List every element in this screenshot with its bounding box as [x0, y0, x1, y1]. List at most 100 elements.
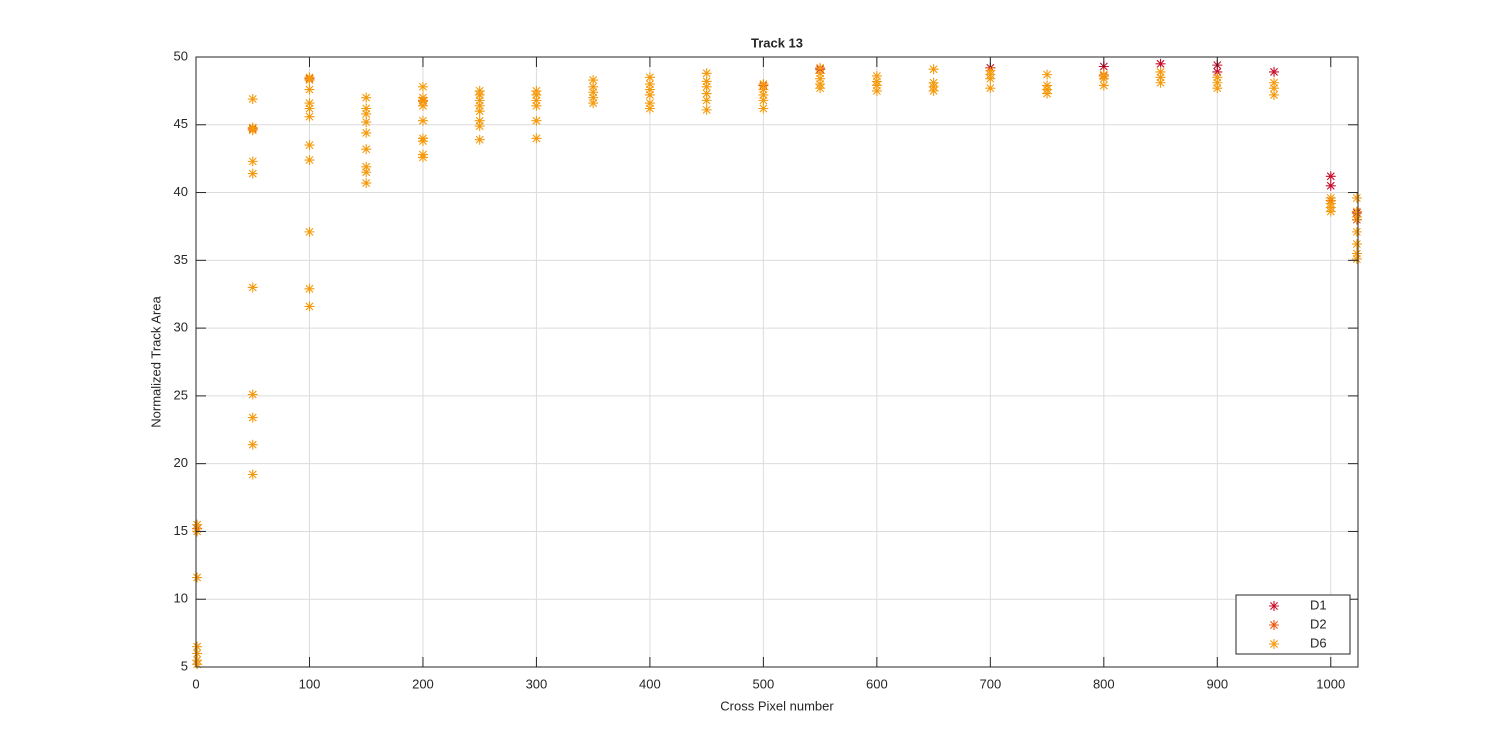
data-point — [644, 79, 655, 90]
x-tick-label: 0 — [192, 676, 199, 691]
data-point — [1212, 72, 1223, 83]
data-point — [531, 95, 542, 106]
data-point — [1155, 77, 1166, 88]
plot-marks — [192, 58, 1362, 670]
data-point — [1351, 239, 1362, 250]
data-point — [531, 89, 542, 100]
x-tick-label: 600 — [866, 676, 888, 691]
data-point — [192, 648, 203, 659]
data-point — [1155, 72, 1166, 83]
data-point — [1351, 226, 1362, 237]
y-tick-label: 5 — [181, 658, 188, 673]
data-point — [588, 75, 599, 86]
x-tick-label: 400 — [639, 676, 661, 691]
legend-label: D6 — [1310, 635, 1327, 650]
y-tick-label: 25 — [174, 387, 188, 402]
data-point — [701, 68, 712, 79]
x-tick-label: 1000 — [1316, 676, 1345, 691]
data-point — [588, 87, 599, 98]
data-point — [474, 95, 485, 106]
x-tick-label: 900 — [1206, 676, 1228, 691]
data-point — [1351, 253, 1362, 264]
data-point — [1351, 192, 1362, 203]
data-point — [644, 89, 655, 100]
y-tick-label: 40 — [174, 184, 188, 199]
data-point — [361, 178, 372, 189]
data-point — [531, 115, 542, 126]
data-point — [815, 83, 826, 94]
data-point — [417, 136, 428, 147]
data-point — [361, 103, 372, 114]
data-point — [417, 100, 428, 111]
data-point — [1212, 83, 1223, 94]
data-point — [701, 95, 712, 106]
data-point — [474, 100, 485, 111]
x-tick-label: 500 — [753, 676, 775, 691]
y-tick-label: 10 — [174, 591, 188, 606]
data-point — [192, 519, 203, 530]
y-tick-label: 15 — [174, 523, 188, 538]
data-point — [815, 73, 826, 84]
data-point — [1042, 88, 1053, 99]
x-tick-label: 300 — [526, 676, 548, 691]
data-point — [192, 659, 203, 670]
data-point — [304, 226, 315, 237]
data-point — [304, 75, 315, 86]
data-point — [1325, 171, 1336, 182]
data-point — [588, 98, 599, 109]
data-point — [758, 95, 769, 106]
data-point — [758, 89, 769, 100]
data-point — [758, 103, 769, 114]
data-point — [1212, 77, 1223, 88]
data-point — [361, 127, 372, 138]
data-point — [871, 70, 882, 81]
legend: D1 D2 D6 — [1235, 594, 1351, 655]
data-point — [304, 283, 315, 294]
data-point — [758, 79, 769, 90]
data-point — [985, 83, 996, 94]
data-point — [361, 117, 372, 128]
data-point — [361, 167, 372, 178]
data-point — [247, 94, 258, 105]
legend-label: D2 — [1310, 616, 1327, 631]
data-point — [815, 62, 826, 73]
data-point — [247, 282, 258, 293]
x-tick-label: 700 — [979, 676, 1001, 691]
data-point — [531, 133, 542, 144]
data-point — [361, 108, 372, 119]
data-point — [1098, 73, 1109, 84]
data-point — [1351, 206, 1362, 217]
data-point — [871, 85, 882, 96]
data-point — [304, 140, 315, 151]
data-point — [417, 152, 428, 163]
data-point — [985, 73, 996, 84]
y-tick-label: 50 — [174, 48, 188, 63]
data-point — [928, 85, 939, 96]
data-point — [1325, 206, 1336, 217]
data-point — [247, 389, 258, 400]
data-point — [474, 115, 485, 126]
data-point — [247, 168, 258, 179]
data-point — [701, 76, 712, 87]
data-point — [1325, 192, 1336, 203]
data-point — [1269, 89, 1280, 100]
legend-box — [1235, 594, 1351, 655]
data-point — [701, 104, 712, 115]
legend-marker — [1269, 620, 1279, 630]
data-point — [1042, 69, 1053, 80]
data-point — [701, 88, 712, 99]
data-point — [304, 98, 315, 109]
data-point — [815, 68, 826, 79]
data-point — [474, 106, 485, 117]
y-axis-label: Normalized Track Area — [148, 295, 163, 427]
legend-marker — [1269, 601, 1279, 611]
x-axis-label: Cross Pixel number — [720, 698, 834, 713]
y-tick-label: 45 — [174, 116, 188, 131]
data-point — [1098, 80, 1109, 91]
data-point — [758, 84, 769, 95]
data-point — [701, 81, 712, 92]
data-point — [871, 80, 882, 91]
y-tick-label: 30 — [174, 320, 188, 335]
data-point — [588, 92, 599, 103]
